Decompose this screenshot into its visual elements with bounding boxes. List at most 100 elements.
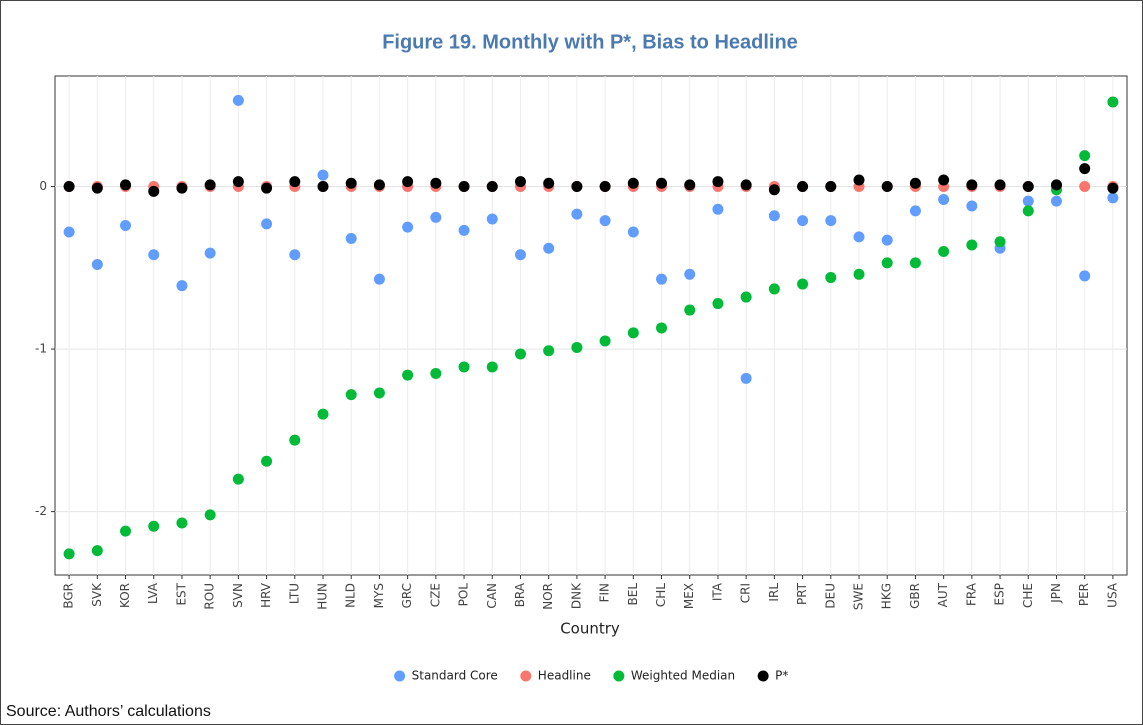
point xyxy=(1079,181,1091,193)
point xyxy=(1022,195,1034,207)
point xyxy=(571,208,583,220)
point xyxy=(261,455,273,467)
point xyxy=(825,215,837,227)
point xyxy=(994,179,1006,191)
point xyxy=(430,211,442,223)
point xyxy=(768,184,780,196)
point xyxy=(176,182,188,194)
x-tick-label: GRC xyxy=(400,583,414,608)
x-tick-label: POL xyxy=(457,583,471,607)
point xyxy=(656,273,668,285)
point xyxy=(938,246,950,258)
x-tick-label: FIN xyxy=(598,583,612,602)
chart-title: Figure 19. Monthly with P*, Bias to Head… xyxy=(382,31,798,53)
point xyxy=(1079,163,1091,175)
point xyxy=(966,179,978,191)
point xyxy=(1079,150,1091,162)
point xyxy=(486,361,498,373)
point xyxy=(797,215,809,227)
legend: Standard Core Headline Weighted Median P* xyxy=(394,669,788,683)
point xyxy=(966,200,978,212)
point xyxy=(430,367,442,379)
x-tick-label: LTU xyxy=(287,583,301,604)
x-tick-label: KOR xyxy=(118,583,132,608)
point xyxy=(63,548,75,560)
point xyxy=(91,545,103,557)
x-tick-label: LVA xyxy=(146,582,160,604)
x-tick-label: NLD xyxy=(344,583,358,608)
point xyxy=(853,268,865,280)
x-tick-label: JPN xyxy=(1049,583,1063,604)
point xyxy=(740,372,752,384)
point xyxy=(1079,270,1091,282)
source-note: Source: Authors’ calculations xyxy=(6,703,211,720)
point xyxy=(938,174,950,186)
x-tick-label: IRL xyxy=(767,583,781,602)
point xyxy=(120,179,132,191)
x-tick-label: PRT xyxy=(795,582,809,605)
point xyxy=(120,525,132,537)
point xyxy=(148,249,160,261)
point xyxy=(514,348,526,360)
point xyxy=(402,369,414,381)
y-tick-label: -1 xyxy=(35,342,47,356)
point xyxy=(345,389,357,401)
point xyxy=(1022,181,1034,193)
point xyxy=(656,322,668,334)
point xyxy=(148,185,160,197)
plot-area xyxy=(54,75,1128,576)
x-tick-label: MEX xyxy=(682,583,696,609)
point xyxy=(373,179,385,191)
legend-label: Headline xyxy=(538,669,591,683)
point xyxy=(740,179,752,191)
x-tick-label: SWE xyxy=(852,583,866,610)
point xyxy=(881,234,893,246)
point xyxy=(402,176,414,188)
x-tick-label: AUT xyxy=(936,582,950,607)
point xyxy=(204,509,216,521)
point xyxy=(543,345,555,357)
x-tick-label: HKG xyxy=(880,583,894,609)
point xyxy=(373,273,385,285)
point xyxy=(543,242,555,254)
point xyxy=(232,176,244,188)
x-tick-label: ITA xyxy=(710,582,724,601)
point xyxy=(1107,182,1119,194)
x-axis-title: Country xyxy=(560,620,620,638)
legend-marker xyxy=(520,670,532,682)
point xyxy=(232,473,244,485)
point xyxy=(345,177,357,189)
point xyxy=(430,177,442,189)
point xyxy=(994,236,1006,248)
point xyxy=(853,231,865,243)
point xyxy=(909,205,921,217)
legend-label: P* xyxy=(775,669,788,683)
point xyxy=(881,181,893,193)
point xyxy=(91,182,103,194)
point xyxy=(712,203,724,215)
point xyxy=(684,304,696,316)
point xyxy=(486,181,498,193)
x-tick-label: ROU xyxy=(203,583,217,610)
x-tick-label: SVK xyxy=(90,582,104,607)
point xyxy=(712,176,724,188)
x-tick-label: FRA xyxy=(964,582,978,606)
point xyxy=(797,278,809,290)
point xyxy=(1050,195,1062,207)
point xyxy=(768,283,780,295)
x-tick-label: ESP xyxy=(993,583,1007,605)
point xyxy=(599,215,611,227)
legend-marker xyxy=(757,670,769,682)
point xyxy=(1107,192,1119,204)
legend-label: Standard Core xyxy=(412,669,498,683)
point xyxy=(91,259,103,271)
point xyxy=(514,249,526,261)
point xyxy=(684,268,696,280)
point xyxy=(909,177,921,189)
x-tick-label: BEL xyxy=(626,583,640,606)
point xyxy=(63,181,75,193)
point xyxy=(740,291,752,303)
point xyxy=(289,249,301,261)
point xyxy=(825,272,837,284)
point xyxy=(627,327,639,339)
